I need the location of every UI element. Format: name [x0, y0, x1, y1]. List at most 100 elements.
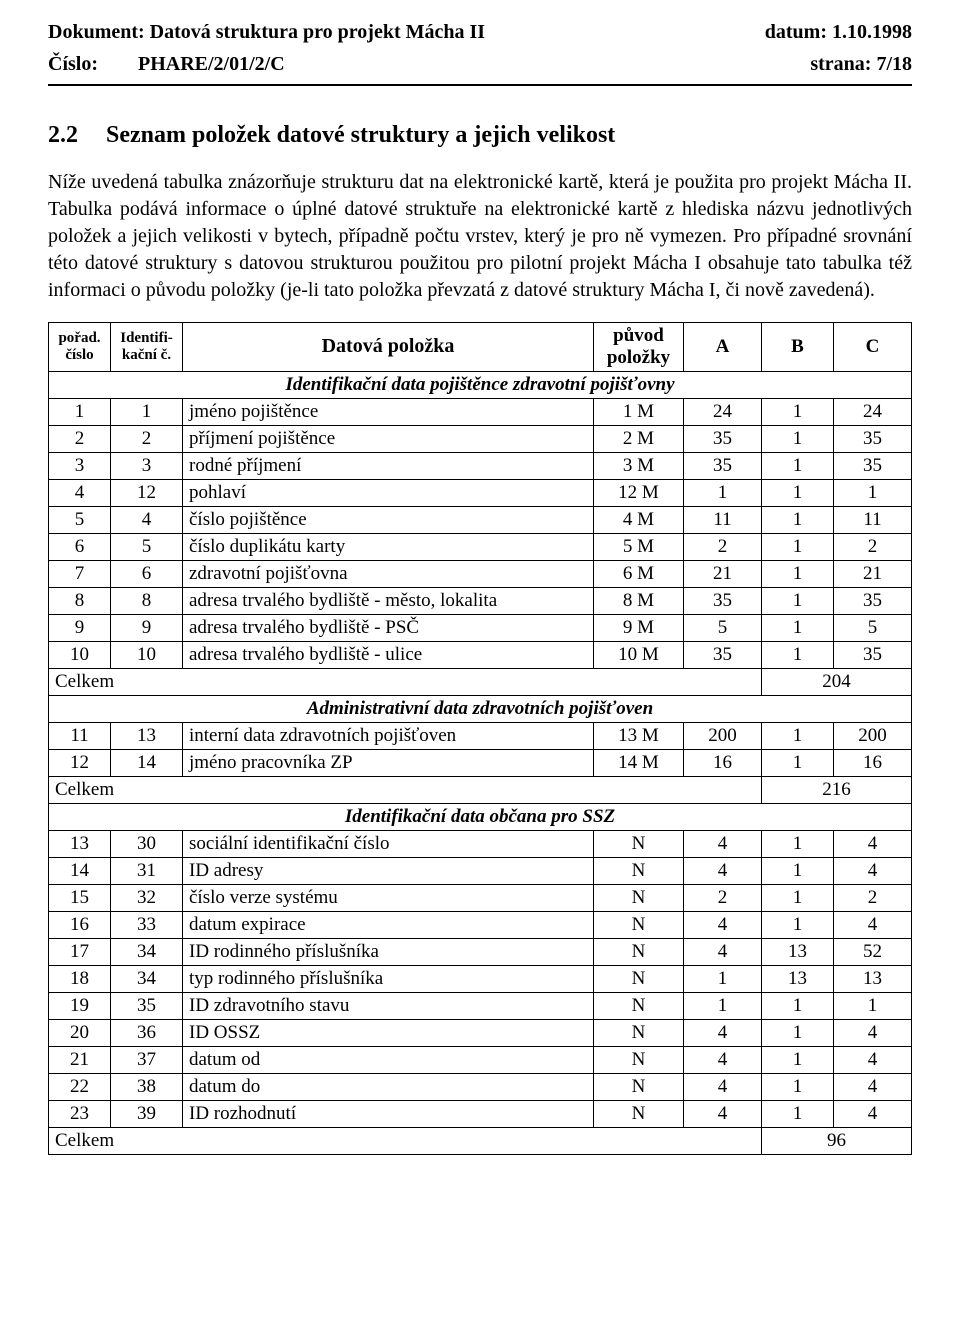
cell-porad: 20 [49, 1019, 111, 1046]
th-a: A [684, 323, 762, 372]
cell-porad: 1 [49, 398, 111, 425]
cell-c: 52 [834, 938, 912, 965]
cell-ident: 8 [111, 587, 183, 614]
cell-c: 5 [834, 614, 912, 641]
cell-ident: 3 [111, 452, 183, 479]
doc-header-row-1: Dokument: Datová struktura pro projekt M… [48, 16, 912, 48]
doc-page-block: strana: 7/18 [810, 48, 912, 80]
cell-b: 1 [762, 749, 834, 776]
cell-puvod: 8 M [594, 587, 684, 614]
cell-c: 35 [834, 425, 912, 452]
num-value: PHARE/2/01/2/C [138, 53, 285, 75]
cell-b: 13 [762, 965, 834, 992]
cell-a: 1 [684, 965, 762, 992]
cell-b: 13 [762, 938, 834, 965]
table-row: 2238datum doN414 [49, 1073, 912, 1100]
cell-porad: 19 [49, 992, 111, 1019]
cell-a: 35 [684, 425, 762, 452]
table-row: 33rodné příjmení3 M35135 [49, 452, 912, 479]
cell-a: 35 [684, 641, 762, 668]
table-section-title: Identifikační data pojištěnce zdravotní … [49, 371, 912, 398]
cell-b: 1 [762, 884, 834, 911]
cell-c: 200 [834, 722, 912, 749]
cell-b: 1 [762, 641, 834, 668]
table-row: 11jméno pojištěnce1 M24124 [49, 398, 912, 425]
table-row: 1633datum expiraceN414 [49, 911, 912, 938]
cell-a: 21 [684, 560, 762, 587]
cell-a: 1 [684, 479, 762, 506]
cell-b: 1 [762, 425, 834, 452]
cell-porad: 15 [49, 884, 111, 911]
cell-polozka: typ rodinného příslušníka [183, 965, 594, 992]
table-row: 1431ID adresyN414 [49, 857, 912, 884]
cell-ident: 5 [111, 533, 183, 560]
cell-b: 1 [762, 911, 834, 938]
cell-b: 1 [762, 506, 834, 533]
cell-a: 5 [684, 614, 762, 641]
cell-polozka: pohlaví [183, 479, 594, 506]
cell-ident: 36 [111, 1019, 183, 1046]
cell-puvod: N [594, 1019, 684, 1046]
cell-polozka: ID zdravotního stavu [183, 992, 594, 1019]
cell-porad: 10 [49, 641, 111, 668]
cell-puvod: N [594, 857, 684, 884]
cell-b: 1 [762, 533, 834, 560]
cell-a: 35 [684, 587, 762, 614]
doc-header-row-2: Číslo: PHARE/2/01/2/C strana: 7/18 [48, 48, 912, 80]
cell-puvod: 4 M [594, 506, 684, 533]
cell-puvod: N [594, 938, 684, 965]
table-section-row: Identifikační data občana pro SSZ [49, 803, 912, 830]
th-ident-1: Identifi- [117, 330, 176, 347]
cell-porad: 21 [49, 1046, 111, 1073]
cell-polozka: adresa trvalého bydliště - ulice [183, 641, 594, 668]
total-value: 216 [762, 776, 912, 803]
cell-c: 24 [834, 398, 912, 425]
cell-ident: 14 [111, 749, 183, 776]
cell-c: 4 [834, 1019, 912, 1046]
cell-ident: 31 [111, 857, 183, 884]
cell-c: 35 [834, 587, 912, 614]
cell-polozka: ID rozhodnutí [183, 1100, 594, 1127]
cell-ident: 9 [111, 614, 183, 641]
cell-b: 1 [762, 1100, 834, 1127]
table-row: 76zdravotní pojišťovna6 M21121 [49, 560, 912, 587]
cell-ident: 33 [111, 911, 183, 938]
cell-a: 1 [684, 992, 762, 1019]
cell-porad: 23 [49, 1100, 111, 1127]
cell-c: 21 [834, 560, 912, 587]
cell-a: 200 [684, 722, 762, 749]
section-title: Seznam položek datové struktury a jejich… [106, 122, 615, 149]
doc-title-block: Dokument: Datová struktura pro projekt M… [48, 16, 485, 48]
table-section-row: Identifikační data pojištěnce zdravotní … [49, 371, 912, 398]
date-value: 1.10.1998 [832, 21, 912, 43]
cell-b: 1 [762, 452, 834, 479]
cell-polozka: datum expirace [183, 911, 594, 938]
cell-ident: 13 [111, 722, 183, 749]
cell-ident: 34 [111, 938, 183, 965]
document-header: Dokument: Datová struktura pro projekt M… [48, 16, 912, 86]
cell-polozka: číslo duplikátu karty [183, 533, 594, 560]
cell-a: 4 [684, 1100, 762, 1127]
th-c: C [834, 323, 912, 372]
cell-porad: 12 [49, 749, 111, 776]
cell-ident: 35 [111, 992, 183, 1019]
cell-polozka: příjmení pojištěnce [183, 425, 594, 452]
cell-polozka: interní data zdravotních pojišťoven [183, 722, 594, 749]
cell-polozka: číslo verze systému [183, 884, 594, 911]
cell-polozka: rodné příjmení [183, 452, 594, 479]
cell-b: 1 [762, 992, 834, 1019]
cell-porad: 13 [49, 830, 111, 857]
table-row: 88adresa trvalého bydliště - město, loka… [49, 587, 912, 614]
cell-ident: 12 [111, 479, 183, 506]
cell-puvod: N [594, 1046, 684, 1073]
cell-c: 4 [834, 1073, 912, 1100]
cell-a: 4 [684, 1073, 762, 1100]
table-row: 99adresa trvalého bydliště - PSČ9 M515 [49, 614, 912, 641]
cell-b: 1 [762, 1019, 834, 1046]
cell-b: 1 [762, 722, 834, 749]
doc-number-block: Číslo: PHARE/2/01/2/C [48, 48, 285, 80]
cell-b: 1 [762, 830, 834, 857]
cell-ident: 37 [111, 1046, 183, 1073]
th-porad: pořad. číslo [49, 323, 111, 372]
table-row: 1214jméno pracovníka ZP14 M16116 [49, 749, 912, 776]
